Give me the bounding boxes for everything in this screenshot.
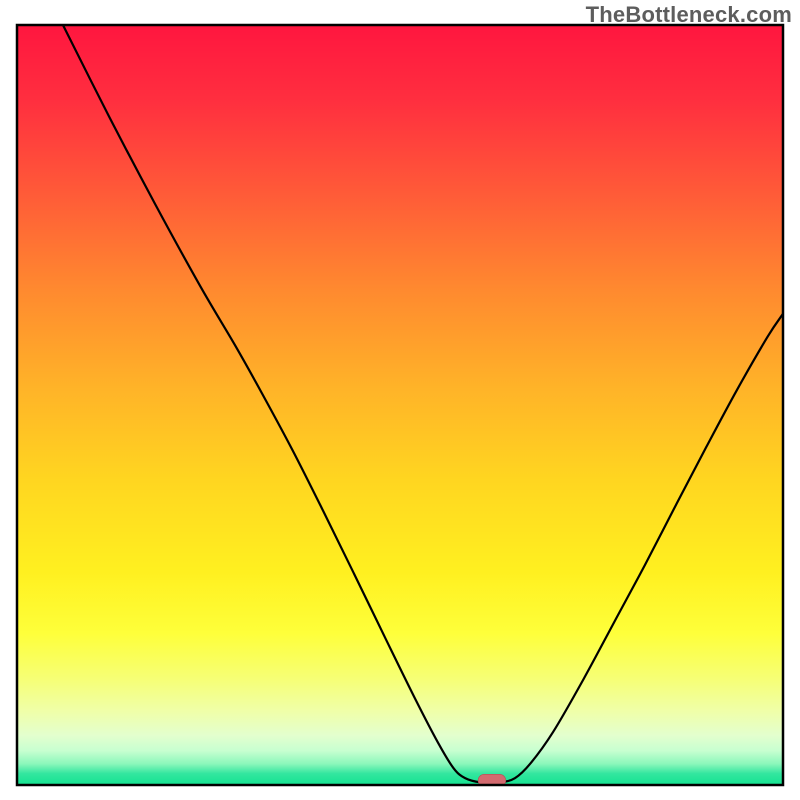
- bottleneck-chart: [0, 0, 800, 800]
- chart-frame: TheBottleneck.com: [0, 0, 800, 800]
- plot-gradient-background: [17, 25, 783, 785]
- watermark-text: TheBottleneck.com: [586, 2, 792, 28]
